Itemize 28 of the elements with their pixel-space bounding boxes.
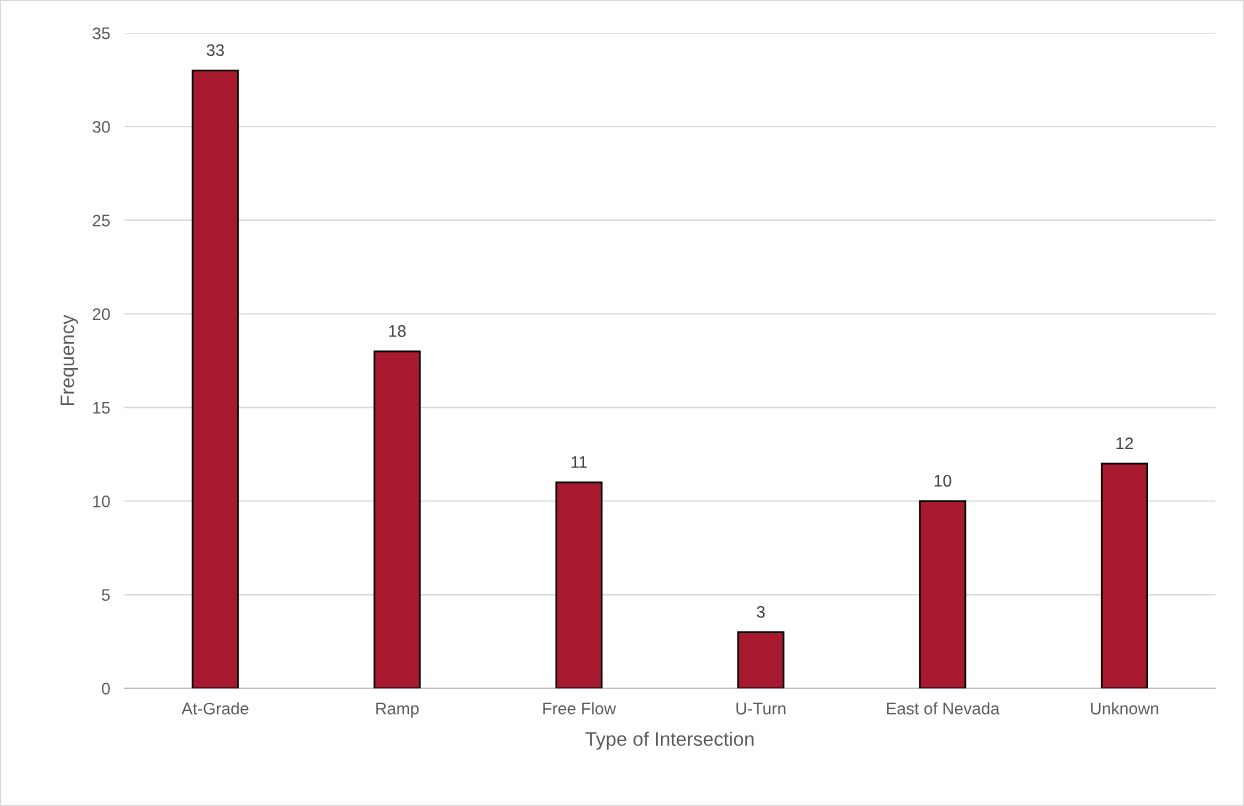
bar <box>373 350 421 689</box>
y-tick-label: 25 <box>92 214 110 227</box>
x-tick-label: At-Grade <box>181 702 249 715</box>
y-tick-label: 0 <box>101 682 110 695</box>
data-label: 12 <box>1116 437 1133 450</box>
bar <box>1100 462 1149 689</box>
x-axis-title: Type of Intersection <box>585 731 754 750</box>
data-label: 18 <box>389 325 406 337</box>
y-axis-title: Frequency <box>60 314 79 406</box>
data-label: 10 <box>934 474 952 487</box>
bar <box>919 500 967 689</box>
y-tick-label: 10 <box>93 495 110 508</box>
x-tick-label: Unknown <box>1091 702 1159 715</box>
data-label: 11 <box>571 456 587 468</box>
y-tick-label: 15 <box>93 402 110 414</box>
data-label: 33 <box>206 44 224 57</box>
y-tick-label: 5 <box>101 589 110 601</box>
data-label: 3 <box>756 605 765 618</box>
x-tick-label: Ramp <box>376 702 419 718</box>
x-tick-label: East of Nevada <box>887 702 1000 715</box>
y-tick-label: 20 <box>92 308 110 321</box>
bar <box>737 631 785 689</box>
x-tick-label: U-Turn <box>736 702 786 715</box>
y-tick-label: 30 <box>92 121 110 133</box>
x-tick-label: Free Flow <box>543 702 617 715</box>
y-tick-label: 35 <box>92 27 110 40</box>
bar <box>555 481 603 689</box>
bar <box>191 69 239 689</box>
